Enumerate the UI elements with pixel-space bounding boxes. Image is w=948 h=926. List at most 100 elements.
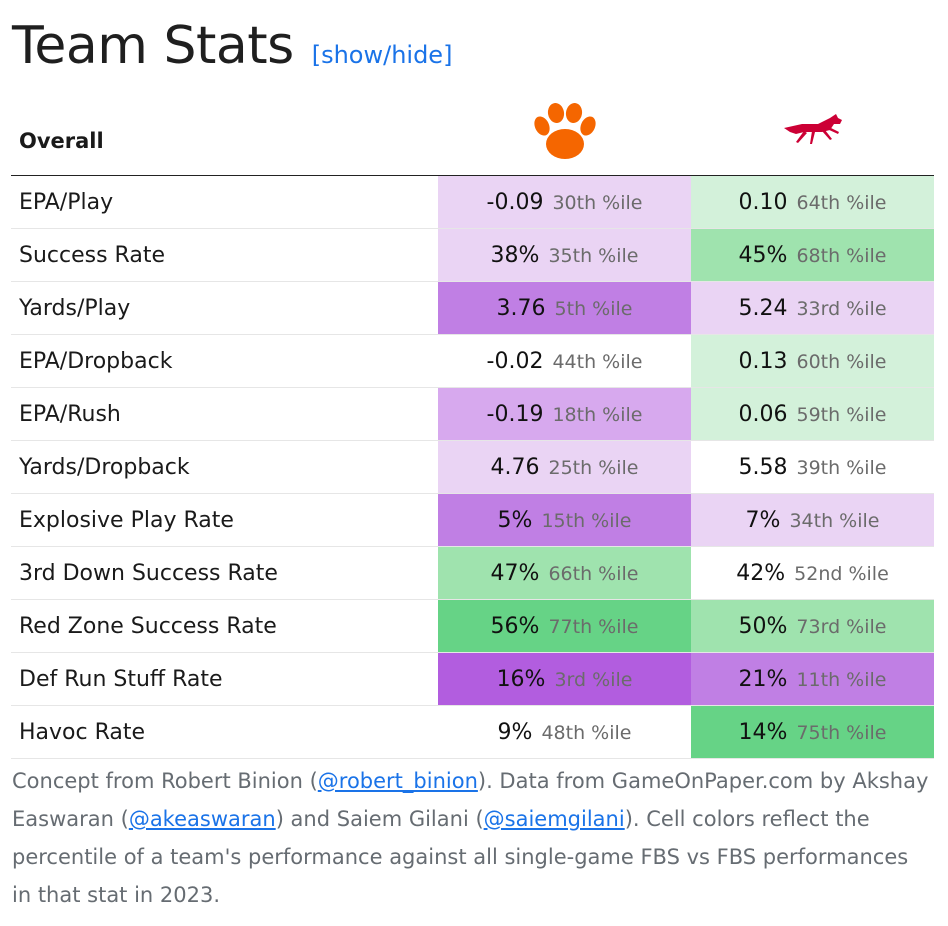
stat-percentile: 33rd %ile (796, 297, 887, 320)
stat-percentile: 11th %ile (796, 668, 887, 691)
stat-value: 5% (497, 507, 533, 533)
team-a-stat-cell: 38% 35th %ile (438, 228, 691, 282)
table-row: EPA/Rush -0.19 18th %ile 0.06 59th %ile (11, 387, 934, 441)
table-row: Red Zone Success Rate 56% 77th %ile 50% 73… (11, 599, 934, 653)
smu-mustang-logo (783, 113, 842, 144)
stat-value: -0.19 (486, 401, 544, 427)
stat-value: -0.02 (486, 348, 544, 374)
clemson-paw-logo (533, 102, 596, 159)
stat-value: 38% (490, 242, 540, 268)
team-b-stat-cell: 42% 52nd %ile (691, 546, 934, 600)
team-b-stat-cell: 50% 73rd %ile (691, 599, 934, 653)
stat-value: 47% (490, 560, 540, 586)
team-b-stat-cell: 45% 68th %ile (691, 228, 934, 282)
stat-percentile: 44th %ile (552, 350, 643, 373)
table-row: EPA/Play -0.09 30th %ile 0.10 64th %ile (11, 175, 934, 229)
stat-percentile: 15th %ile (541, 509, 632, 532)
stat-value: 45% (738, 242, 788, 268)
team-b-stat-cell: 0.13 60th %ile (691, 334, 934, 388)
footnote-text: Concept from Robert Binion ( (12, 769, 318, 793)
team-b-stat-cell: 0.10 64th %ile (691, 175, 934, 229)
akeaswaran-link[interactable]: @akeaswaran (128, 807, 276, 831)
team-a-stat-cell: -0.02 44th %ile (438, 334, 691, 388)
robert-binion-link[interactable]: @robert_binion (317, 769, 478, 793)
stat-label: Yards/Dropback (11, 440, 438, 494)
stat-label: Red Zone Success Rate (11, 599, 438, 653)
stat-value: 4.76 (490, 454, 540, 480)
stat-percentile: 73rd %ile (796, 615, 887, 638)
team-a-stat-cell: 9% 48th %ile (438, 705, 691, 759)
team-b-stat-cell: 7% 34th %ile (691, 493, 934, 547)
team-b-logo-cell (691, 92, 934, 176)
stat-value: 5.24 (738, 295, 788, 321)
stat-percentile: 52nd %ile (794, 562, 889, 585)
stat-percentile: 60th %ile (796, 350, 887, 373)
stat-value: -0.09 (486, 189, 544, 215)
stat-value: 3.76 (496, 295, 546, 321)
stat-label: EPA/Dropback (11, 334, 438, 388)
page-title: Team Stats (12, 16, 294, 76)
stat-value: 56% (490, 613, 540, 639)
team-a-stat-cell: 56% 77th %ile (438, 599, 691, 653)
stat-value: 0.06 (738, 401, 788, 427)
table-row: Yards/Play 3.76 5th %ile 5.24 33rd %ile (11, 281, 934, 335)
page-header: Team Stats [show/hide] (12, 14, 452, 78)
team-b-stat-cell: 5.58 39th %ile (691, 440, 934, 494)
stat-label: Havoc Rate (11, 705, 438, 759)
team-a-stat-cell: 16% 3rd %ile (438, 652, 691, 706)
stat-percentile: 34th %ile (789, 509, 880, 532)
stat-value: 0.13 (738, 348, 788, 374)
team-a-stat-cell: 47% 66th %ile (438, 546, 691, 600)
team-a-stat-cell: -0.19 18th %ile (438, 387, 691, 441)
stat-percentile: 25th %ile (548, 456, 639, 479)
stat-label: Def Run Stuff Rate (11, 652, 438, 706)
saiemgilani-link[interactable]: @saiemgilani (483, 807, 625, 831)
stat-value: 16% (496, 666, 546, 692)
stat-label: EPA/Rush (11, 387, 438, 441)
stat-value: 5.58 (738, 454, 788, 480)
stat-value: 14% (738, 719, 788, 745)
table-row: Success Rate 38% 35th %ile 45% 68th %ile (11, 228, 934, 282)
table-row: 3rd Down Success Rate 47% 66th %ile 42% 52… (11, 546, 934, 600)
stat-label: Yards/Play (11, 281, 438, 335)
table-row: Havoc Rate 9% 48th %ile 14% 75th %ile (11, 705, 934, 759)
team-a-stat-cell: 3.76 5th %ile (438, 281, 691, 335)
stat-percentile: 77th %ile (548, 615, 639, 638)
show-hide-toggle[interactable]: [show/hide] (311, 41, 453, 69)
stat-percentile: 35th %ile (548, 244, 639, 267)
team-a-stat-cell: -0.09 30th %ile (438, 175, 691, 229)
footnote-text: ) and Saiem Gilani ( (275, 807, 484, 831)
team-b-stat-cell: 5.24 33rd %ile (691, 281, 934, 335)
stat-value: 9% (497, 719, 533, 745)
footnote: Concept from Robert Binion (@robert_bini… (12, 762, 932, 914)
footnote-text: ). Cell colors reflect the percentile of… (12, 807, 909, 907)
stat-value: 42% (736, 560, 786, 586)
stat-percentile: 48th %ile (541, 721, 632, 744)
stat-label: 3rd Down Success Rate (11, 546, 438, 600)
stat-percentile: 5th %ile (554, 297, 633, 320)
table-row: EPA/Dropback -0.02 44th %ile 0.13 60th %il… (11, 334, 934, 388)
table-row: Explosive Play Rate 5% 15th %ile 7% 34th %… (11, 493, 934, 547)
team-b-stat-cell: 0.06 59th %ile (691, 387, 934, 441)
table-row: Def Run Stuff Rate 16% 3rd %ile 21% 11th %… (11, 652, 934, 706)
stat-percentile: 39th %ile (796, 456, 887, 479)
stat-label: Explosive Play Rate (11, 493, 438, 547)
team-a-logo-cell (438, 92, 691, 176)
stat-value: 50% (738, 613, 788, 639)
team-a-stat-cell: 4.76 25th %ile (438, 440, 691, 494)
stat-value: 21% (738, 666, 788, 692)
team-a-stat-cell: 5% 15th %ile (438, 493, 691, 547)
stat-percentile: 18th %ile (552, 403, 643, 426)
stat-percentile: 75th %ile (796, 721, 887, 744)
stat-percentile: 59th %ile (796, 403, 887, 426)
footnote-text: ). Data from GameOnPaper.com by Akshay E… (12, 769, 929, 831)
stat-percentile: 66th %ile (548, 562, 639, 585)
team-b-stat-cell: 21% 11th %ile (691, 652, 934, 706)
team-stats-table: Overall (11, 92, 934, 759)
stat-value: 7% (745, 507, 781, 533)
stat-percentile: 30th %ile (552, 191, 643, 214)
section-label: Overall (11, 92, 438, 176)
stat-label: Success Rate (11, 228, 438, 282)
stat-percentile: 68th %ile (796, 244, 887, 267)
stat-percentile: 64th %ile (796, 191, 887, 214)
